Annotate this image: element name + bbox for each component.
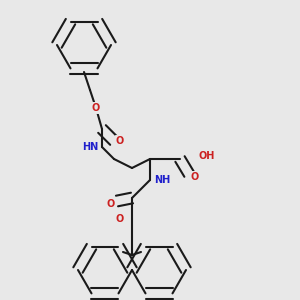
Text: HN: HN [82,142,98,152]
Text: O: O [116,136,124,146]
Text: O: O [107,199,115,209]
Text: NH: NH [154,175,170,185]
Text: O: O [116,214,124,224]
Text: O: O [92,103,100,113]
Text: OH: OH [199,151,215,161]
Text: O: O [191,172,199,182]
